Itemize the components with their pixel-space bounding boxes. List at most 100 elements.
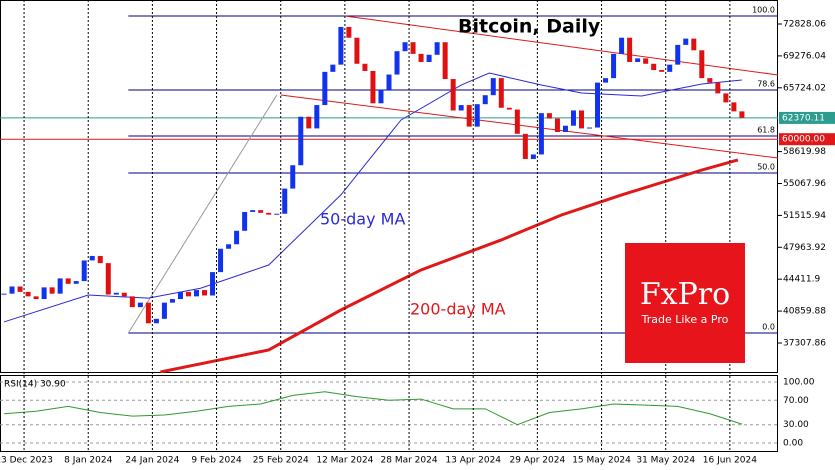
candle bbox=[731, 102, 737, 112]
y-tick-label: 100.00 bbox=[783, 378, 815, 388]
candle bbox=[426, 54, 432, 62]
candle bbox=[386, 74, 392, 90]
y-tick-label: 65724.02 bbox=[783, 83, 826, 93]
candle bbox=[89, 255, 95, 261]
candle bbox=[723, 93, 729, 103]
level-label: 60000.00 bbox=[782, 135, 825, 145]
candle bbox=[739, 111, 745, 118]
candle bbox=[202, 290, 208, 296]
candle bbox=[667, 64, 673, 72]
x-tick-label: 15 May 2024 bbox=[572, 456, 631, 466]
candle bbox=[185, 291, 191, 297]
ma-label: 50-day MA bbox=[320, 210, 405, 229]
candle bbox=[603, 78, 609, 83]
x-tick-label: 28 Mar 2024 bbox=[381, 456, 438, 466]
candle bbox=[651, 63, 657, 71]
candle bbox=[105, 263, 111, 295]
candle bbox=[715, 82, 721, 94]
candle bbox=[434, 42, 440, 55]
candle bbox=[410, 42, 416, 54]
trendline bbox=[280, 94, 778, 159]
candle bbox=[635, 58, 641, 62]
candle bbox=[354, 37, 360, 64]
x-tick-label: 12 Mar 2024 bbox=[316, 456, 373, 466]
candle bbox=[290, 165, 296, 189]
x-tick-label: 16 Jun 2024 bbox=[703, 456, 757, 466]
logo-box bbox=[625, 243, 745, 363]
x-tick-label: 13 Apr 2024 bbox=[445, 456, 501, 466]
fib-label: 78.6 bbox=[757, 80, 775, 89]
candle bbox=[699, 50, 705, 79]
candle bbox=[490, 78, 496, 96]
y-tick-label: 72828.06 bbox=[783, 19, 826, 29]
candle bbox=[458, 105, 464, 111]
candle bbox=[587, 127, 593, 129]
candle bbox=[266, 212, 272, 215]
rsi-frame bbox=[0, 375, 778, 452]
candle bbox=[530, 154, 536, 159]
candle bbox=[619, 37, 625, 54]
candle bbox=[362, 63, 368, 71]
candle bbox=[194, 290, 200, 297]
candle bbox=[274, 213, 280, 215]
candle bbox=[346, 26, 352, 38]
candle bbox=[250, 210, 256, 212]
fib-label: 61.8 bbox=[757, 125, 775, 134]
main-area bbox=[0, 15, 778, 373]
y-tick-label: 37307.86 bbox=[783, 338, 826, 348]
candle bbox=[578, 110, 584, 129]
rsi-title: RSI(14) 30.90 bbox=[4, 380, 66, 390]
candle bbox=[659, 70, 665, 72]
trendline bbox=[344, 15, 778, 76]
candle bbox=[450, 79, 456, 111]
fib-label: 0.0 bbox=[762, 323, 775, 332]
candle bbox=[97, 255, 103, 264]
candle bbox=[554, 118, 560, 133]
level-label-box bbox=[779, 133, 835, 146]
candle bbox=[169, 299, 175, 303]
candle bbox=[627, 37, 633, 62]
candle bbox=[322, 71, 328, 106]
candle bbox=[474, 104, 480, 127]
candle bbox=[33, 296, 39, 300]
rsi-line bbox=[3, 391, 743, 426]
candle bbox=[378, 89, 384, 104]
y-tick-label: 51515.94 bbox=[783, 211, 826, 221]
candle bbox=[145, 302, 151, 324]
candle bbox=[482, 95, 488, 105]
candle bbox=[498, 78, 504, 108]
candle bbox=[226, 244, 232, 249]
candle bbox=[442, 42, 448, 80]
candle bbox=[153, 318, 159, 324]
candle bbox=[402, 42, 408, 52]
candle bbox=[522, 133, 528, 159]
candle bbox=[41, 287, 47, 300]
candle bbox=[129, 296, 135, 308]
y-tick-label: 55067.96 bbox=[783, 179, 826, 189]
candle bbox=[1, 293, 7, 295]
candle bbox=[177, 291, 183, 300]
trendline bbox=[127, 94, 278, 334]
candle bbox=[643, 58, 649, 64]
candle bbox=[113, 292, 119, 295]
price-label-box bbox=[779, 111, 835, 124]
candle bbox=[691, 38, 697, 51]
candle bbox=[242, 211, 248, 231]
candle bbox=[17, 286, 23, 292]
candle bbox=[282, 188, 288, 214]
candle bbox=[675, 44, 681, 65]
candle bbox=[330, 64, 336, 72]
x-tick-label: 23 Dec 2023 bbox=[0, 456, 53, 466]
candle bbox=[338, 26, 344, 65]
candle bbox=[506, 107, 512, 110]
x-tick-label: 29 Apr 2024 bbox=[510, 456, 566, 466]
candle bbox=[25, 291, 31, 297]
ma-label: 200-day MA bbox=[410, 300, 506, 319]
candle bbox=[306, 116, 312, 129]
candle bbox=[57, 278, 63, 294]
candle bbox=[258, 210, 264, 213]
x-tick-label: 9 Feb 2024 bbox=[191, 456, 242, 466]
fib-label: 50.0 bbox=[757, 162, 775, 171]
candle bbox=[538, 113, 544, 155]
